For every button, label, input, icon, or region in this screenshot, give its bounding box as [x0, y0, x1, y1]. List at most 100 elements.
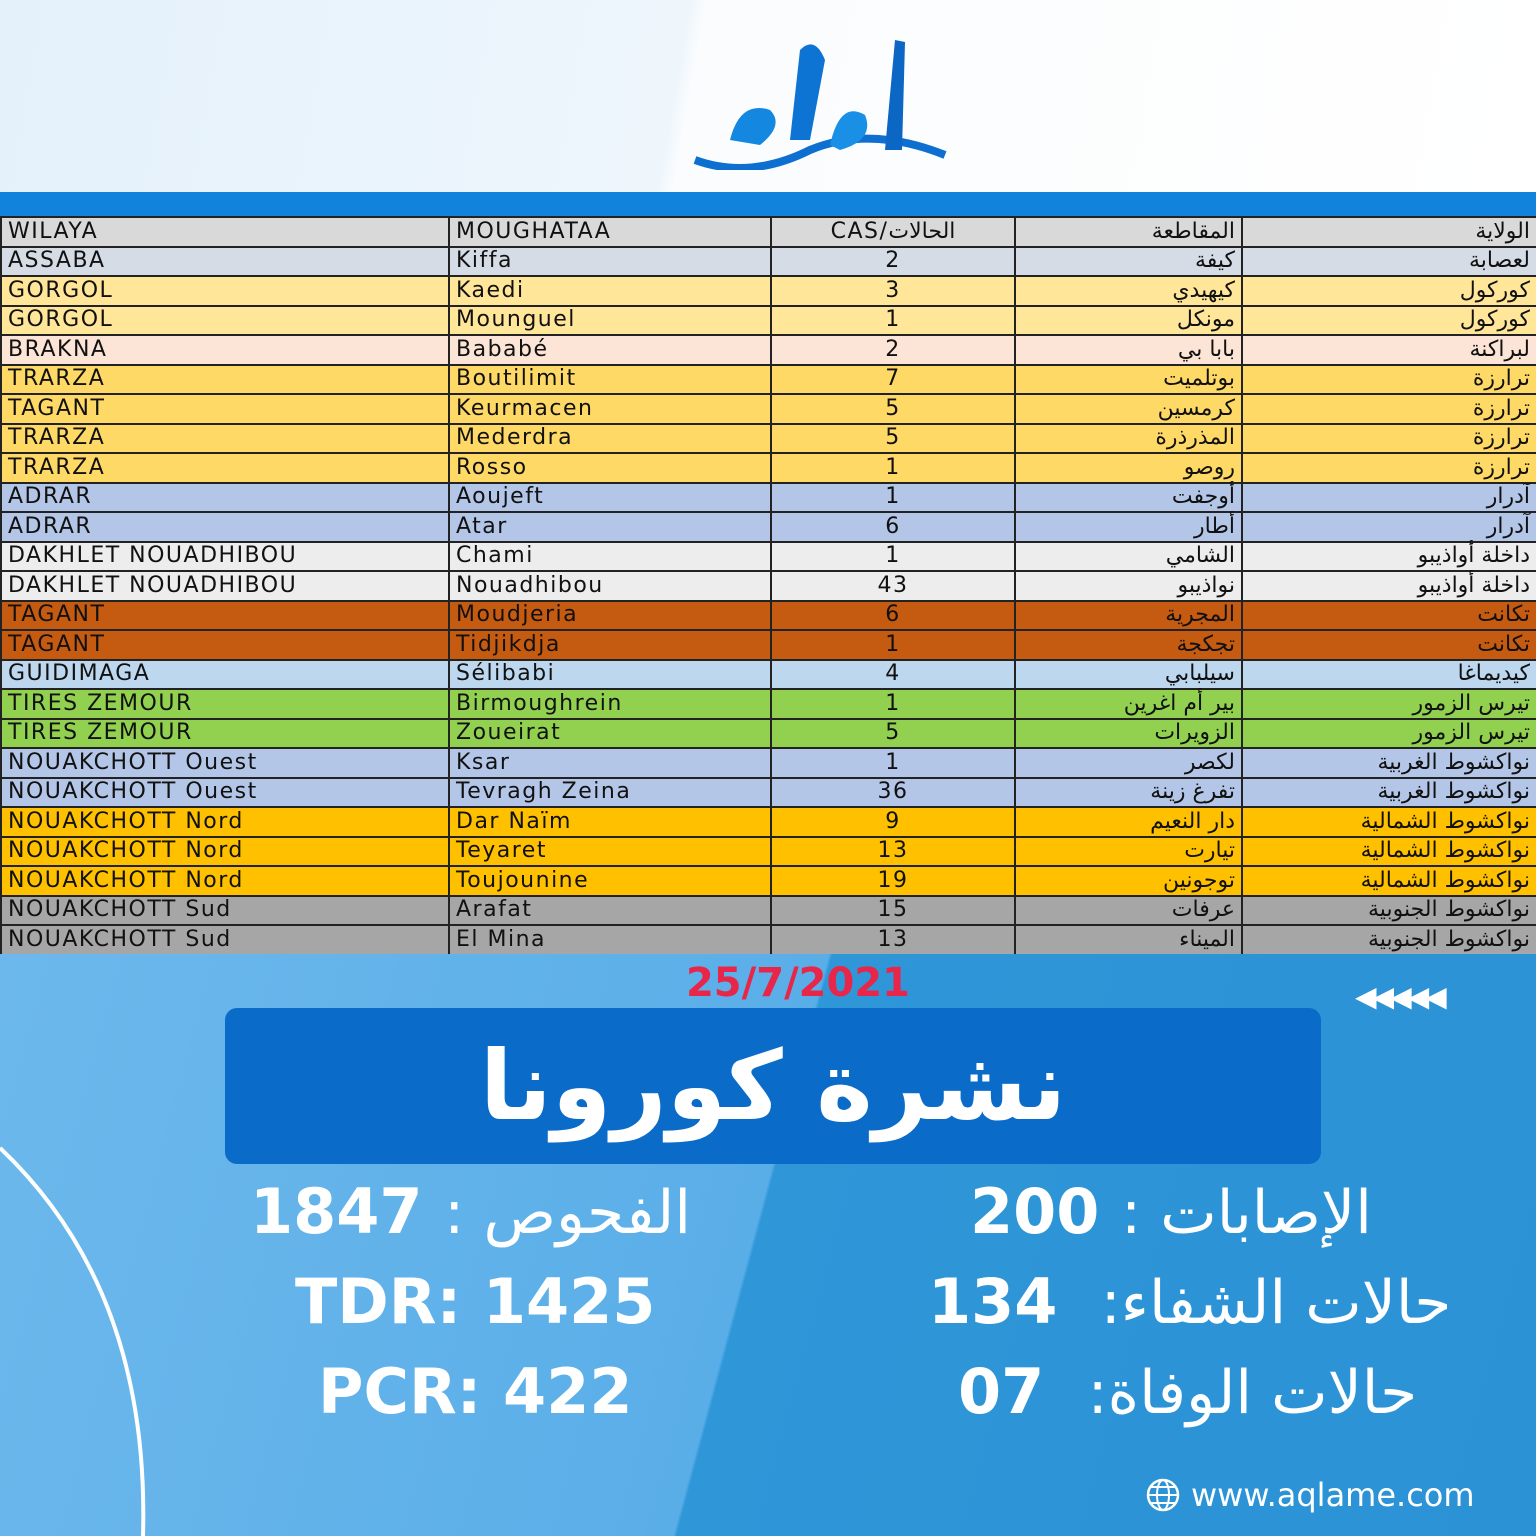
- header-cases: CAS/الحالات: [770, 216, 1016, 248]
- cell-wilaya-ar: كوركول: [1241, 304, 1536, 336]
- cell-moughataa: Dar Naïm: [448, 806, 772, 838]
- table-row: TAGANT Tidjikdja 1 تجكجة تكانت: [0, 629, 1536, 661]
- cell-cases: 1: [770, 629, 1016, 661]
- table-row: GUIDIMAGA Sélibabi 4 سيلبابي كيديماغا: [0, 658, 1536, 690]
- cell-cases: 19: [770, 865, 1016, 897]
- cell-wilaya: GORGOL: [0, 304, 450, 336]
- cell-moughataa-ar: المذرذرة: [1014, 422, 1243, 454]
- table-row: NOUAKCHOTT Sud Arafat 15 عرفات نواكشوط الجنو…: [0, 894, 1536, 926]
- cell-wilaya: NOUAKCHOTT Ouest: [0, 776, 450, 808]
- table-row: TRARZA Rosso 1 روصو ترارزة: [0, 452, 1536, 484]
- cell-wilaya-ar: نواكشوط الشمالية: [1241, 806, 1536, 838]
- decorative-arc: [0, 1146, 146, 1536]
- cell-cases: 1: [770, 304, 1016, 336]
- globe-icon: [1146, 1478, 1180, 1512]
- cell-wilaya-ar: نواكشوط الغربية: [1241, 776, 1536, 808]
- cell-wilaya: NOUAKCHOTT Nord: [0, 865, 450, 897]
- table-row: NOUAKCHOTT Nord Dar Naïm 9 دار النعيم نواكشو…: [0, 806, 1536, 838]
- tests-stat: 1847 الفحوص :: [250, 1175, 691, 1248]
- title-banner: نشرة كورونا: [225, 1008, 1321, 1164]
- cell-moughataa-ar: كيفة: [1014, 245, 1243, 277]
- cell-cases: 1: [770, 540, 1016, 572]
- cell-moughataa-ar: سيلبابي: [1014, 658, 1243, 690]
- recovered-stat: 134 حالات الشفاء:: [928, 1265, 1451, 1338]
- cell-cases: 3: [770, 275, 1016, 307]
- cell-moughataa: Kiffa: [448, 245, 772, 277]
- cell-moughataa: Atar: [448, 511, 772, 543]
- table-row: DAKHLET NOUADHIBOU Nouadhibou 43 نواذيبو داخ…: [0, 570, 1536, 602]
- cell-cases: 15: [770, 894, 1016, 926]
- cell-moughataa-ar: تفرغ زينة: [1014, 776, 1243, 808]
- table-row: NOUAKCHOTT Nord Toujounine 19 توجونين نواكشو…: [0, 865, 1536, 897]
- website-url[interactable]: www.aqlame.com: [1191, 1476, 1475, 1514]
- cell-moughataa-ar: بابا بي: [1014, 334, 1243, 366]
- tdr-stat: TDR: 1425: [295, 1265, 656, 1338]
- cell-wilaya: TRARZA: [0, 422, 450, 454]
- cell-cases: 36: [770, 776, 1016, 808]
- cell-moughataa: Zoueirat: [448, 717, 772, 749]
- cell-moughataa: Birmoughrein: [448, 688, 772, 720]
- header-wilaya-ar: الولاية: [1241, 216, 1536, 248]
- cell-wilaya-ar: ترارزة: [1241, 363, 1536, 395]
- cell-wilaya-ar: لبراكنة: [1241, 334, 1536, 366]
- cell-wilaya-ar: داخلة أواذيبو: [1241, 570, 1536, 602]
- table-row: TRARZA Mederdra 5 المذرذرة ترارزة: [0, 422, 1536, 454]
- table-row: TAGANT Moudjeria 6 المجرية تكانت: [0, 599, 1536, 631]
- cell-wilaya-ar: كيديماغا: [1241, 658, 1536, 690]
- website[interactable]: www.aqlame.com: [1145, 1476, 1475, 1514]
- cell-wilaya-ar: داخلة أواذيبو: [1241, 540, 1536, 572]
- cell-moughataa: Tidjikdja: [448, 629, 772, 661]
- cell-moughataa: Mederdra: [448, 422, 772, 454]
- table-row: TAGANT Keurmacen 5 كرمسين ترارزة: [0, 393, 1536, 425]
- cell-wilaya-ar: نواكشوط الشمالية: [1241, 865, 1536, 897]
- cell-moughataa: Nouadhibou: [448, 570, 772, 602]
- cell-wilaya-ar: لعصابة: [1241, 245, 1536, 277]
- cell-moughataa-ar: تيارت: [1014, 835, 1243, 867]
- cell-wilaya: GORGOL: [0, 275, 450, 307]
- cell-moughataa-ar: عرفات: [1014, 894, 1243, 926]
- cell-wilaya: GUIDIMAGA: [0, 658, 450, 690]
- cell-cases: 9: [770, 806, 1016, 838]
- cell-wilaya-ar: نواكشوط الجنوبية: [1241, 894, 1536, 926]
- cell-wilaya: TRARZA: [0, 452, 450, 484]
- cell-wilaya: TAGANT: [0, 629, 450, 661]
- table-row: TIRES ZEMOUR Birmoughrein 1 بير أم اغرين تير…: [0, 688, 1536, 720]
- cell-wilaya: NOUAKCHOTT Nord: [0, 806, 450, 838]
- cell-cases: 2: [770, 245, 1016, 277]
- cell-wilaya: DAKHLET NOUADHIBOU: [0, 570, 450, 602]
- header-moughataa-ar: المقاطعة: [1014, 216, 1243, 248]
- pcr-stat: PCR: 422: [318, 1355, 633, 1428]
- blue-stripe: [0, 192, 1536, 216]
- cell-wilaya-ar: ترارزة: [1241, 422, 1536, 454]
- cases-table: WILAYA MOUGHATAA CAS/الحالات المقاطعة ال…: [0, 216, 1536, 956]
- table-row: NOUAKCHOTT Sud El Mina 13 الميناء نواكشوط ال…: [0, 924, 1536, 956]
- title: نشرة كورونا: [479, 1030, 1067, 1142]
- table-row: GORGOL Kaedi 3 كيهيدي كوركول: [0, 275, 1536, 307]
- cell-cases: 43: [770, 570, 1016, 602]
- header-wilaya: WILAYA: [0, 216, 450, 248]
- deaths-label: حالات الوفاة:: [1087, 1358, 1418, 1428]
- tests-label: الفحوص :: [444, 1178, 692, 1248]
- cell-wilaya: ASSABA: [0, 245, 450, 277]
- cell-wilaya: TIRES ZEMOUR: [0, 688, 450, 720]
- cell-moughataa-ar: نواذيبو: [1014, 570, 1243, 602]
- cell-moughataa-ar: توجونين: [1014, 865, 1243, 897]
- table-row: DAKHLET NOUADHIBOU Chami 1 الشامي داخلة أواذ…: [0, 540, 1536, 572]
- cell-cases: 13: [770, 924, 1016, 956]
- cell-wilaya: TAGANT: [0, 393, 450, 425]
- cell-moughataa: Toujounine: [448, 865, 772, 897]
- cell-cases: 5: [770, 393, 1016, 425]
- table-row: NOUAKCHOTT Nord Teyaret 13 تيارت نواكشوط الش…: [0, 835, 1536, 867]
- cell-wilaya-ar: تكانت: [1241, 629, 1536, 661]
- table-row: GORGOL Mounguel 1 مونكل كوركول: [0, 304, 1536, 336]
- tests-value: 1847: [250, 1175, 423, 1248]
- cell-moughataa: Aoujeft: [448, 481, 772, 513]
- cell-moughataa: Mounguel: [448, 304, 772, 336]
- cell-wilaya: DAKHLET NOUADHIBOU: [0, 540, 450, 572]
- cell-wilaya-ar: نواكشوط الشمالية: [1241, 835, 1536, 867]
- cell-wilaya: TIRES ZEMOUR: [0, 717, 450, 749]
- cell-wilaya-ar: نواكشوط الغربية: [1241, 747, 1536, 779]
- cell-moughataa: Keurmacen: [448, 393, 772, 425]
- cell-cases: 6: [770, 599, 1016, 631]
- cell-cases: 6: [770, 511, 1016, 543]
